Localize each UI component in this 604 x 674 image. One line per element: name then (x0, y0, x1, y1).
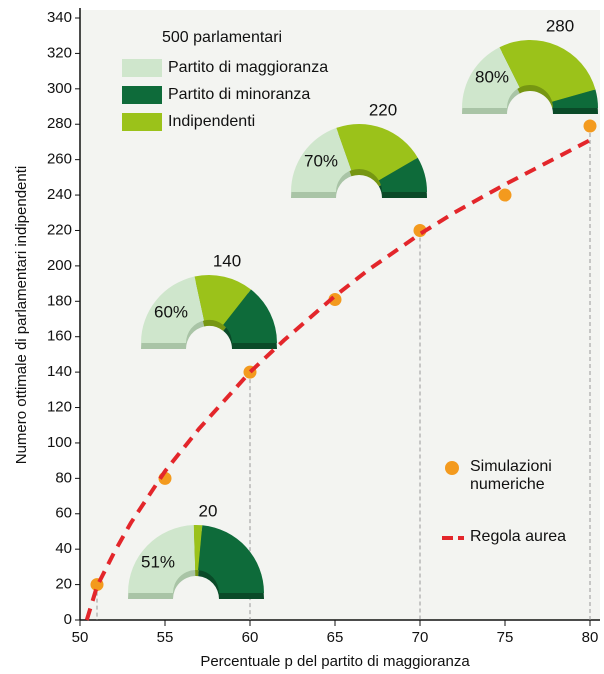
legend-swatch (122, 86, 162, 104)
gauge-percent-label: 51% (141, 552, 175, 571)
point (584, 120, 597, 133)
y-tick-label: 0 (64, 611, 72, 628)
legend-label: Partito di maggioranza (168, 59, 328, 76)
x-tick-label: 75 (497, 629, 514, 646)
gauge-independents-label: 280 (546, 16, 574, 35)
legend-label: Simulazioni numeriche (470, 458, 570, 494)
gauge-percent-label: 60% (154, 302, 188, 321)
legend-label: Regola aurea (470, 528, 570, 546)
y-tick-label: 280 (47, 115, 72, 132)
x-tick-label: 65 (327, 629, 344, 646)
gauge-independents-label: 20 (199, 501, 218, 520)
y-tick-label: 260 (47, 151, 72, 168)
legend-swatch (122, 59, 162, 77)
chart: Percentuale p del partito di maggioranza… (0, 0, 604, 674)
gauge-percent-label: 80% (475, 67, 509, 86)
y-tick-label: 80 (55, 469, 72, 486)
y-tick-label: 320 (47, 44, 72, 61)
legend-label: Indipendenti (168, 113, 255, 130)
gauge-legend-title: 500 parlamentari (162, 29, 282, 46)
x-tick-label: 55 (157, 629, 174, 646)
y-tick-label: 300 (47, 80, 72, 97)
gauge-percent-label: 70% (304, 151, 338, 170)
y-tick-label: 40 (55, 540, 72, 557)
y-tick-label: 220 (47, 221, 72, 238)
x-axis-label: Percentuale p del partito di maggioranza (200, 653, 470, 670)
legend-entry: Simulazioni numeriche (470, 458, 580, 502)
legend-marker (445, 461, 459, 475)
y-axis-label: Numero ottimale di parlamentari indipend… (13, 166, 30, 465)
x-tick-label: 60 (242, 629, 259, 646)
gauge-independents-label: 220 (369, 100, 397, 119)
x-tick-label: 50 (72, 629, 89, 646)
y-tick-label: 240 (47, 186, 72, 203)
legend-swatch (122, 113, 162, 131)
y-tick-label: 120 (47, 398, 72, 415)
y-tick-label: 140 (47, 363, 72, 380)
legend-label: Partito di minoranza (168, 86, 310, 103)
y-tick-label: 60 (55, 505, 72, 522)
x-tick-label: 70 (412, 629, 429, 646)
y-tick-label: 20 (55, 576, 72, 593)
x-tick-label: 80 (582, 629, 599, 646)
y-tick-label: 200 (47, 257, 72, 274)
legend-entry: Regola aurea (470, 528, 580, 572)
y-tick-label: 100 (47, 434, 72, 451)
y-tick-label: 160 (47, 328, 72, 345)
gauge-independents-label: 140 (213, 251, 241, 270)
point (499, 189, 512, 202)
y-tick-label: 180 (47, 292, 72, 309)
y-tick-label: 340 (47, 9, 72, 26)
